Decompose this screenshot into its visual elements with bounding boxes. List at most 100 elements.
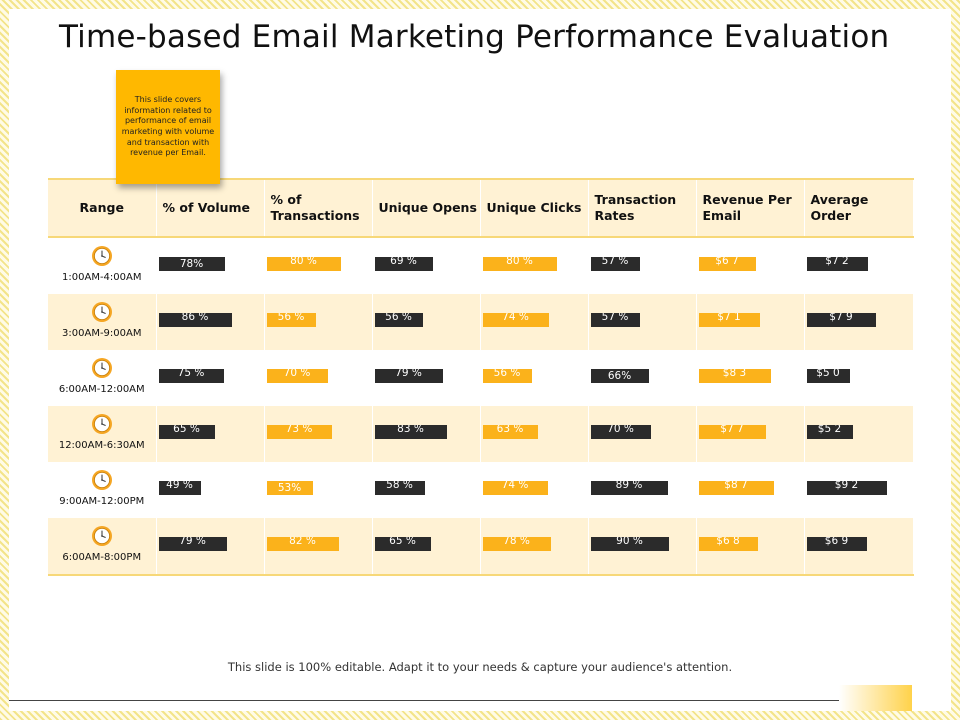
column-header: Revenue Per Email [696,178,805,238]
metric-cell: 70 % [264,350,373,406]
metric-value: $9 2 [834,481,859,491]
range-cell: 12:00AM-6:30AM [48,406,157,462]
range-cell: 1:00AM-4:00AM [48,237,157,294]
metric-bar: 57 % [590,257,640,271]
metric-cell: $6 9 [804,518,914,576]
metric-bar: 90 % [590,537,669,551]
metric-cell: 69 % [372,237,481,294]
sticky-note: This slide covers information related to… [116,70,220,184]
metric-bar: $7 7 [698,425,766,439]
range-cell: 9:00AM-12:00PM [48,462,157,518]
metric-bar: 80 % [266,257,341,271]
range-cell: 6:00AM-8:00PM [48,518,157,576]
metric-cell: 90 % [588,518,697,576]
metric-cell: 79 % [156,518,265,576]
metric-bar: 56 % [374,313,423,327]
metric-bar: 65 % [374,537,431,551]
table-header-row: Range% of Volume% of Transactions Unique … [48,178,914,238]
metric-value: 80 % [506,257,533,267]
metric-value: 58 % [386,481,413,491]
metric-value: 65 % [389,537,416,547]
metric-cell: $8 3 [696,350,805,406]
metric-value: 57 % [601,313,629,323]
metric-cell: 63 % [480,406,589,462]
metric-cell: 80 % [264,237,373,294]
performance-table: Range% of Volume% of Transactions Unique … [48,178,914,576]
metric-value: 56 % [277,313,305,323]
metric-value: $5 0 [816,369,840,379]
metric-cell: 89 % [588,462,697,518]
metric-value: 82 % [289,537,316,547]
table-row: 9:00AM-12:00PM 49 % 53% 58 % 74 % 89 % $8 7 $9 … [48,462,914,518]
metric-value: 65 % [173,425,200,435]
page-title: Time-based Email Marketing Performance E… [59,19,890,55]
metric-cell: 83 % [372,406,481,462]
metric-bar: 83 % [374,425,447,439]
metric-bar: 79 % [374,369,443,383]
metric-cell: 65 % [156,406,265,462]
column-header: Transaction Rates [588,178,697,238]
clock-icon [91,301,113,323]
metric-bar: 66% [590,369,649,383]
metric-bar: $7 1 [698,313,760,327]
metric-bar: 53% [266,481,313,495]
metric-bar: 56 % [482,369,532,383]
metric-bar: 79 % [158,537,227,551]
clock-icon [91,469,113,491]
column-header: % of Transactions [264,178,373,238]
metric-cell: 78 % [480,518,589,576]
metric-cell: 86 % [156,294,265,350]
metric-value: 53% [277,482,302,494]
metric-cell: $6 8 [696,518,805,576]
column-header: Unique Opens [372,178,481,238]
metric-bar: 82 % [266,537,339,551]
metric-bar: $6 7 [698,257,756,271]
metric-value: 70 % [283,369,311,379]
metric-bar: 70 % [266,369,328,383]
metric-value: $7 2 [825,257,849,267]
metric-value: 75 % [177,369,205,379]
range-label: 3:00AM-9:00AM [62,328,142,339]
metric-cell: $7 2 [804,237,914,294]
table-row: 3:00AM-9:00AM 86 % 56 % 56 % 74 % 57 % $7 1 $7 … [48,294,914,350]
metric-value: 74 % [502,313,529,323]
metric-value: $8 7 [724,481,748,491]
footer-note: This slide is 100% editable. Adapt it to… [227,660,733,674]
metric-cell: 56 % [372,294,481,350]
metric-value: $7 1 [717,313,741,323]
metric-cell: 75 % [156,350,265,406]
metric-bar: $9 2 [806,481,887,495]
metric-cell: $7 1 [696,294,805,350]
metric-bar: 75 % [158,369,224,383]
metric-bar: 65 % [158,425,215,439]
metric-cell: 74 % [480,294,589,350]
range-cell: 3:00AM-9:00AM [48,294,157,350]
metric-cell: 74 % [480,462,589,518]
metric-bar: 80 % [482,257,557,271]
clock-icon [91,245,113,267]
metric-value: $7 7 [720,425,744,435]
metric-cell: 53% [264,462,373,518]
metric-value: 69 % [390,257,417,267]
metric-value: $8 3 [722,369,747,379]
metric-cell: 79 % [372,350,481,406]
metric-value: 83 % [397,425,424,435]
range-label: 6:00AM-8:00PM [62,552,142,563]
metric-value: 56 % [385,313,412,323]
metric-value: 79 % [395,369,422,379]
metric-bar: $8 3 [698,369,771,383]
metric-bar: $7 2 [806,257,868,271]
metric-bar: 49 % [158,481,201,495]
metric-value: 86 % [181,313,209,323]
metric-bar: 73 % [266,425,332,439]
metric-bar: $5 2 [806,425,853,439]
metric-value: $6 7 [715,257,739,267]
metric-cell: 57 % [588,294,697,350]
clock-icon [91,413,113,435]
metric-bar: 57 % [590,313,640,327]
table-row: 6:00AM-8:00PM 79 % 82 % 65 % 78 % 90 % $6 8 $6 … [48,518,914,576]
clock-icon [91,357,113,379]
metric-bar: 74 % [482,481,548,495]
metric-cell: $5 0 [804,350,914,406]
metric-value: $6 8 [716,537,740,547]
